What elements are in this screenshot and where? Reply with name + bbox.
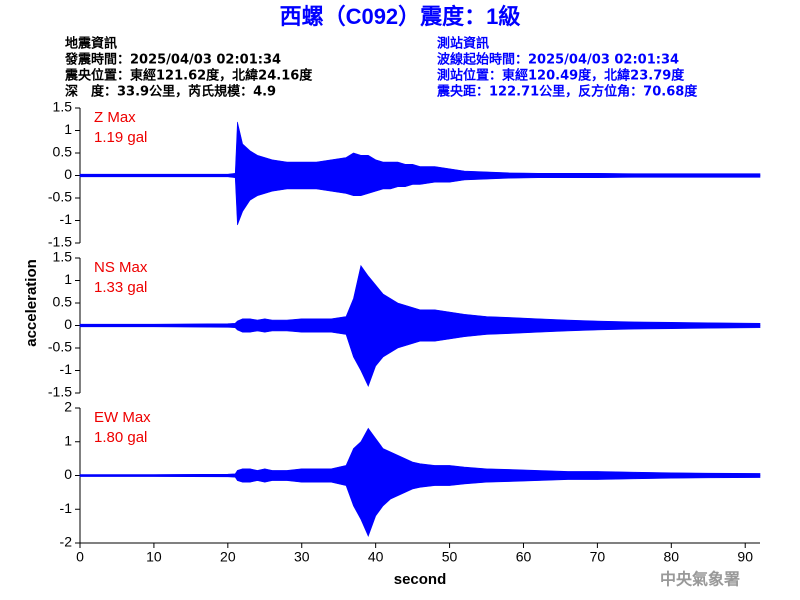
y-tick-label: 1.5 <box>53 99 73 115</box>
title: 西螺（C092）震度：1級 <box>280 4 521 29</box>
max-label: 1.19 gal <box>94 129 147 146</box>
y-tick-label: 0.5 <box>53 144 73 160</box>
y-tick-label: -0.5 <box>48 339 72 355</box>
max-label: 1.80 gal <box>94 429 147 446</box>
y-tick-label: -2 <box>60 534 73 550</box>
panel-label: NS Max <box>94 259 148 276</box>
x-axis-label: second <box>394 571 447 588</box>
info-line: 地震資訊 <box>65 36 117 52</box>
y-tick-label: 0 <box>64 466 72 482</box>
y-tick-label: 0.5 <box>53 294 73 310</box>
x-tick-label: 70 <box>590 549 606 565</box>
waveform <box>79 475 761 538</box>
x-tick-label: 60 <box>516 549 532 565</box>
info-line: 發震時間：2025/04/03 02:01:34 <box>64 52 281 68</box>
x-tick-label: 10 <box>146 549 162 565</box>
waveform <box>79 121 761 176</box>
x-tick-label: 20 <box>220 549 236 565</box>
footer: 中央氣象署 <box>660 570 740 589</box>
y-tick-label: 0 <box>64 316 72 332</box>
y-tick-label: -0.5 <box>48 189 72 205</box>
y-tick-label: -1 <box>60 361 73 377</box>
waveform <box>79 264 761 326</box>
waveform <box>79 325 761 388</box>
y-tick-label: -1 <box>60 500 73 516</box>
max-label: 1.33 gal <box>94 279 147 296</box>
x-tick-label: 40 <box>368 549 384 565</box>
panel-label: EW Max <box>94 409 151 426</box>
y-tick-label: 1 <box>64 121 72 137</box>
info-line: 波線起始時間：2025/04/03 02:01:34 <box>437 52 679 68</box>
x-tick-label: 80 <box>664 549 680 565</box>
y-tick-label: 1 <box>64 271 72 287</box>
y-axis-label: acceleration <box>23 259 40 347</box>
y-tick-label: -1.5 <box>48 384 72 400</box>
y-tick-label: 1 <box>64 432 72 448</box>
waveform <box>79 175 761 226</box>
info-line: 測站位置：東經120.49度，北緯23.79度 <box>437 68 685 84</box>
y-tick-label: -1.5 <box>48 234 72 250</box>
waveform <box>79 427 761 476</box>
x-tick-label: 90 <box>737 549 753 565</box>
y-tick-label: 1.5 <box>53 249 73 265</box>
x-tick-label: 50 <box>442 549 458 565</box>
panel-label: Z Max <box>94 109 136 126</box>
y-tick-label: 2 <box>64 399 72 415</box>
info-line: 震央位置：東經121.62度，北緯24.16度 <box>64 68 313 84</box>
y-tick-label: -1 <box>60 211 73 227</box>
info-line: 深 度：33.9公里，芮氏規模：4.9 <box>65 84 276 100</box>
x-tick-label: 30 <box>294 549 310 565</box>
info-line: 測站資訊 <box>437 36 489 52</box>
y-tick-label: 0 <box>64 166 72 182</box>
x-tick-label: 0 <box>76 549 84 565</box>
info-line: 震央距：122.71公里，反方位角：70.68度 <box>436 84 698 100</box>
